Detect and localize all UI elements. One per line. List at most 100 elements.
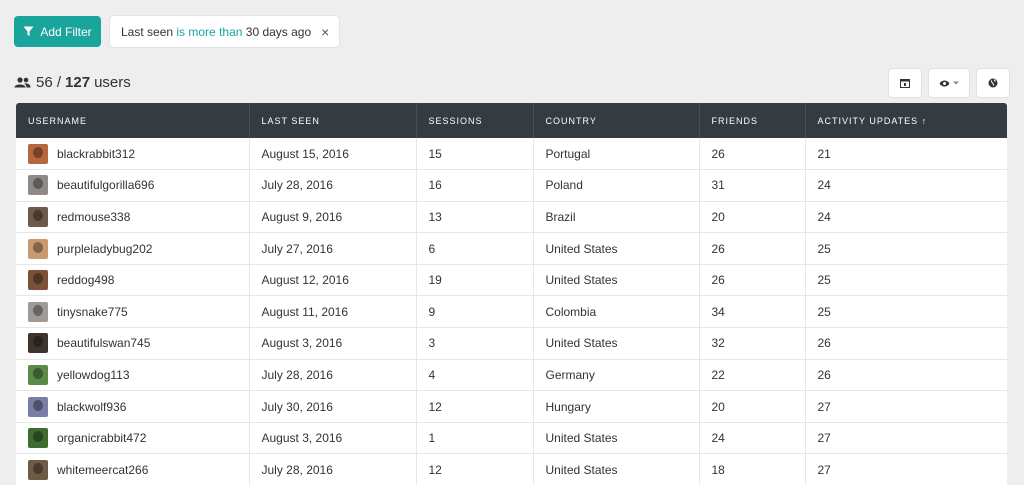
- column-header-activity-updates[interactable]: ACTIVITY UPDATES ↑: [817, 115, 928, 126]
- cell-country: United States: [533, 422, 700, 455]
- table-row[interactable]: reddog498 August 12, 2016 19 United States 2…: [16, 264, 1007, 297]
- username-text[interactable]: organicrabbit472: [57, 431, 147, 446]
- table-row[interactable]: yellowdog113 July 28, 2016 4 Germany 22 26: [16, 359, 1007, 392]
- user-cell: whitemeercat266: [28, 459, 248, 480]
- table-row[interactable]: beautifulswan745 August 3, 2016 3 United St…: [16, 327, 1007, 360]
- table-toolbar: [881, 69, 1009, 97]
- cell-activity-updates: 27: [805, 453, 1007, 485]
- username-text[interactable]: tinysnake775: [57, 304, 128, 319]
- cell-friends: 32: [699, 327, 806, 360]
- cell-friends: 20: [699, 201, 806, 234]
- cell-country: United States: [533, 264, 700, 297]
- filter-chip[interactable]: Last seen is more than 30 days ago ×: [110, 16, 340, 47]
- cell-activity-updates: 27: [805, 390, 1007, 423]
- cell-friends: 26: [699, 264, 806, 297]
- user-cell: beautifulswan745: [28, 333, 248, 354]
- cell-last-seen: July 28, 2016: [249, 359, 417, 392]
- cell-country: Germany: [533, 359, 700, 392]
- cell-username: purpleladybug202: [16, 232, 250, 265]
- cell-username: whitemeercat266: [16, 453, 250, 485]
- cell-friends: 26: [699, 232, 806, 265]
- cell-activity-updates: 26: [805, 327, 1007, 360]
- avatar: [28, 364, 48, 385]
- cell-sessions: 19: [416, 264, 534, 297]
- cell-username: yellowdog113: [16, 359, 250, 392]
- avatar: [28, 459, 48, 480]
- cell-activity-updates: 25: [805, 295, 1007, 329]
- table-row[interactable]: organicrabbit472 August 3, 2016 1 United St…: [16, 422, 1007, 455]
- column-header-last-seen[interactable]: LAST SEEN: [249, 103, 417, 138]
- user-cell: blackrabbit312: [28, 143, 248, 164]
- username-text[interactable]: yellowdog113: [57, 367, 130, 382]
- table-row[interactable]: blackrabbit312 August 15, 2016 15 Portugal 2…: [16, 138, 1007, 171]
- username-text[interactable]: purpleladybug202: [57, 241, 153, 256]
- cell-sessions: 13: [416, 201, 534, 234]
- cell-sessions: 12: [416, 390, 534, 423]
- add-filter-label: Add Filter: [40, 24, 92, 39]
- cell-friends: 24: [699, 422, 806, 455]
- eye-icon: [939, 80, 950, 86]
- username-text[interactable]: blackrabbit312: [57, 146, 136, 161]
- close-icon[interactable]: ×: [321, 23, 330, 40]
- column-header-country[interactable]: COUNTRY: [533, 103, 700, 138]
- cell-sessions: 6: [416, 232, 534, 265]
- username-text[interactable]: beautifulswan745: [57, 336, 151, 351]
- username-text[interactable]: reddog498: [57, 273, 115, 288]
- filter-chip-suffix: 30 days ago: [245, 24, 312, 39]
- cell-sessions: 9: [416, 295, 534, 329]
- table-row[interactable]: whitemeercat266 July 28, 2016 12 United Sta…: [16, 453, 1007, 485]
- user-cell: beautifulgorilla696: [28, 175, 248, 196]
- users-table: USERNAME LAST SEEN SESSIONS COUNTRY FRIE…: [16, 103, 1007, 485]
- cell-sessions: 3: [416, 327, 534, 360]
- count-separator: /: [56, 74, 62, 91]
- cell-activity-updates: 26: [805, 359, 1007, 392]
- add-filter-button[interactable]: Add Filter: [14, 16, 101, 47]
- column-header-friends[interactable]: FRIENDS: [699, 103, 806, 138]
- columns-button[interactable]: [889, 69, 921, 97]
- username-text[interactable]: beautifulgorilla696: [57, 178, 155, 193]
- cell-friends: 22: [699, 359, 806, 392]
- cell-activity-updates: 27: [805, 422, 1007, 455]
- cell-activity-updates: 24: [805, 201, 1007, 234]
- visibility-dropdown[interactable]: [929, 69, 969, 97]
- globe-button[interactable]: [977, 69, 1009, 97]
- username-text[interactable]: whitemeercat266: [57, 462, 149, 477]
- users-icon: [14, 77, 31, 88]
- username-text[interactable]: blackwolf936: [57, 399, 127, 414]
- count-shown: 56: [36, 74, 53, 91]
- avatar: [28, 301, 48, 322]
- cell-username: tinysnake775: [16, 295, 250, 329]
- user-cell: reddog498: [28, 270, 248, 291]
- table-row[interactable]: redmouse338 August 9, 2016 13 Brazil 20 24: [16, 201, 1007, 234]
- cell-username: reddog498: [16, 264, 250, 297]
- cell-username: blackwolf936: [16, 390, 250, 423]
- cell-activity-updates: 24: [805, 169, 1007, 202]
- cell-country: United States: [533, 453, 700, 485]
- cell-last-seen: August 15, 2016: [249, 138, 417, 171]
- filter-chip-operator[interactable]: is more than: [176, 24, 243, 39]
- table-row[interactable]: purpleladybug202 July 27, 2016 6 United Sta…: [16, 232, 1007, 265]
- cell-activity-updates: 25: [805, 264, 1007, 297]
- cell-country: United States: [533, 232, 700, 265]
- cell-friends: 31: [699, 169, 806, 202]
- filter-chip-prefix: Last seen: [121, 24, 174, 39]
- cell-username: blackrabbit312: [16, 138, 250, 171]
- column-header-sessions[interactable]: SESSIONS: [416, 103, 534, 138]
- cell-sessions: 4: [416, 359, 534, 392]
- table-row[interactable]: blackwolf936 July 30, 2016 12 Hungary 20 27: [16, 390, 1007, 423]
- user-cell: yellowdog113: [28, 364, 248, 385]
- user-cell: tinysnake775: [28, 301, 248, 322]
- cell-country: Brazil: [533, 201, 700, 234]
- user-cell: redmouse338: [28, 206, 248, 227]
- table-row[interactable]: tinysnake775 August 11, 2016 9 Colombia 34 25: [16, 295, 1007, 329]
- cell-country: Colombia: [533, 295, 700, 329]
- user-cell: purpleladybug202: [28, 238, 248, 259]
- cell-last-seen: August 3, 2016: [249, 327, 417, 360]
- cell-sessions: 15: [416, 138, 534, 171]
- cell-last-seen: July 30, 2016: [249, 390, 417, 423]
- username-text[interactable]: redmouse338: [57, 209, 131, 224]
- cell-last-seen: July 27, 2016: [249, 232, 417, 265]
- table-row[interactable]: beautifulgorilla696 July 28, 2016 16 Poland…: [16, 169, 1007, 202]
- cell-username: redmouse338: [16, 201, 250, 234]
- column-header-username[interactable]: USERNAME: [16, 103, 250, 138]
